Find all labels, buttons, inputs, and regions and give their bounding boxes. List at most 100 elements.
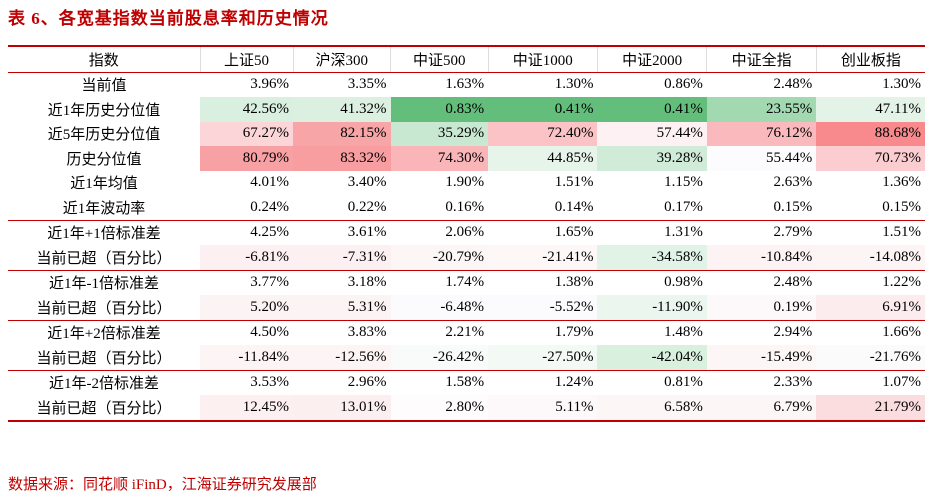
- cell: -5.52%: [488, 295, 598, 321]
- cell: 1.66%: [882, 324, 921, 341]
- column-header: 沪深300: [292, 46, 391, 73]
- cell: 1.30%: [554, 76, 594, 93]
- cell: 42.56%: [200, 97, 294, 122]
- table-row: 近1年波动率 0.24% 0.22% 0.16% 0.14% 0.17% 0.15% 0.15…: [8, 195, 925, 221]
- cell: -20.79%: [390, 245, 489, 271]
- cell: 44.85%: [488, 146, 598, 171]
- row-label: 历史分位值: [66, 151, 142, 168]
- cell: 2.79%: [773, 224, 813, 241]
- cell: 1.90%: [445, 174, 485, 191]
- row-label: 近1年-1倍标准差: [49, 276, 159, 293]
- row-label: 当前值: [81, 78, 127, 95]
- cell: -34.58%: [597, 245, 707, 271]
- table-row: 当前已超（百分比） 12.45% 13.01% 2.80% 5.11% 6.58% 6.79…: [8, 395, 925, 421]
- cell: 23.55%: [706, 97, 817, 122]
- cell: -21.41%: [488, 245, 598, 271]
- cell: 80.79%: [200, 146, 294, 171]
- cell: 5.31%: [293, 295, 391, 321]
- cell: 3.83%: [347, 324, 387, 341]
- column-header: 中证2000: [596, 46, 707, 73]
- source-note: 数据来源：同花顺 iFinD，江海证券研究发展部: [8, 477, 317, 493]
- cell: 0.14%: [488, 195, 598, 221]
- table-row: 近5年历史分位值 67.27% 82.15% 35.29% 72.40% 57.44% 76…: [8, 121, 925, 146]
- cell: 0.15%: [706, 195, 817, 221]
- cell: 55.44%: [706, 146, 817, 171]
- cell: 1.79%: [554, 324, 594, 341]
- cell: 1.51%: [554, 174, 594, 191]
- cell: -12.56%: [293, 345, 391, 371]
- column-header: 中证500: [390, 46, 489, 73]
- cell: 5.20%: [200, 295, 294, 321]
- table-row: 近1年历史分位值 42.56% 41.32% 0.83% 0.41% 0.41% 23.55…: [8, 97, 925, 122]
- cell: 12.45%: [200, 395, 294, 421]
- cell: 1.51%: [882, 224, 921, 241]
- row-label: 近5年历史分位值: [47, 127, 161, 144]
- cell: 0.98%: [664, 274, 703, 291]
- cell: 5.11%: [488, 395, 598, 421]
- cell: 1.30%: [882, 76, 921, 93]
- cell: 0.17%: [597, 195, 707, 221]
- table-row: 近1年均值 4.01% 3.40% 1.90% 1.51% 1.15% 2.63% 1.36%: [8, 171, 925, 196]
- cell: -6.48%: [390, 295, 489, 321]
- cell: 2.33%: [773, 374, 813, 391]
- cell: 2.80%: [390, 395, 489, 421]
- column-header: 中证全指: [706, 46, 817, 73]
- cell: 13.01%: [293, 395, 391, 421]
- table-row: 当前已超（百分比） -11.84% -12.56% -26.42% -27.50% -42…: [8, 345, 925, 371]
- row-label: 近1年+2倍标准差: [47, 326, 161, 343]
- cell: 6.91%: [816, 295, 925, 321]
- cell: -10.84%: [706, 245, 817, 271]
- cell: -11.84%: [200, 345, 294, 371]
- cell: 88.68%: [816, 121, 925, 146]
- cell: 0.41%: [597, 97, 707, 122]
- table: 指数 上证50 沪深300 中证500 中证1000 中证2000 中证全指 创业板指当前值 3…: [8, 45, 925, 422]
- cell: -7.31%: [293, 245, 391, 271]
- cell: 1.74%: [445, 274, 485, 291]
- table-row: 近1年+2倍标准差 4.50% 3.83% 2.21% 1.79% 1.48% 2.94% 1…: [8, 320, 925, 345]
- cell: 57.44%: [597, 121, 707, 146]
- table-row: 当前已超（百分比） -6.81% -7.31% -20.79% -21.41% -34.5…: [8, 245, 925, 271]
- cell: -21.76%: [816, 345, 925, 371]
- cell: 3.35%: [347, 76, 387, 93]
- cell: 2.06%: [445, 224, 485, 241]
- cell: 2.63%: [773, 174, 813, 191]
- cell: 0.24%: [200, 195, 294, 221]
- cell: 6.79%: [706, 395, 817, 421]
- header-row: 指数 上证50 沪深300 中证500 中证1000 中证2000 中证全指 创业板指: [8, 46, 925, 73]
- cell: 70.73%: [816, 146, 925, 171]
- row-label: 近1年历史分位值: [47, 102, 161, 119]
- cell: 3.53%: [250, 374, 290, 391]
- cell: 0.19%: [706, 295, 817, 321]
- cell: 47.11%: [816, 97, 925, 122]
- cell: 4.25%: [250, 224, 290, 241]
- cell: 1.24%: [554, 374, 594, 391]
- row-label: 近1年+1倍标准差: [47, 226, 161, 243]
- cell: -15.49%: [706, 345, 817, 371]
- cell: 1.63%: [445, 76, 485, 93]
- cell: 0.41%: [488, 97, 598, 122]
- cell: 2.48%: [773, 76, 813, 93]
- cell: 3.61%: [347, 224, 387, 241]
- cell: 4.01%: [250, 174, 290, 191]
- cell: 1.48%: [664, 324, 703, 341]
- cell: 0.16%: [390, 195, 489, 221]
- cell: 1.07%: [882, 374, 921, 391]
- cell: 1.65%: [554, 224, 594, 241]
- cell: 6.58%: [597, 395, 707, 421]
- table-row: 历史分位值 80.79% 83.32% 74.30% 44.85% 39.28% 55.44…: [8, 146, 925, 171]
- cell: 3.77%: [250, 274, 290, 291]
- cell: 2.21%: [445, 324, 485, 341]
- cell: 3.18%: [347, 274, 387, 291]
- cell: 1.58%: [445, 374, 485, 391]
- table-row: 近1年+1倍标准差 4.25% 3.61% 2.06% 1.65% 1.31% 2.79% 1…: [8, 220, 925, 245]
- cell: -26.42%: [390, 345, 489, 371]
- cell: 3.40%: [347, 174, 387, 191]
- cell: 3.96%: [250, 76, 290, 93]
- cell: 1.22%: [882, 274, 921, 291]
- cell: 83.32%: [293, 146, 391, 171]
- cell: 1.31%: [664, 224, 703, 241]
- cell: 1.15%: [664, 174, 703, 191]
- cell: 67.27%: [200, 121, 294, 146]
- cell: 0.86%: [664, 76, 703, 93]
